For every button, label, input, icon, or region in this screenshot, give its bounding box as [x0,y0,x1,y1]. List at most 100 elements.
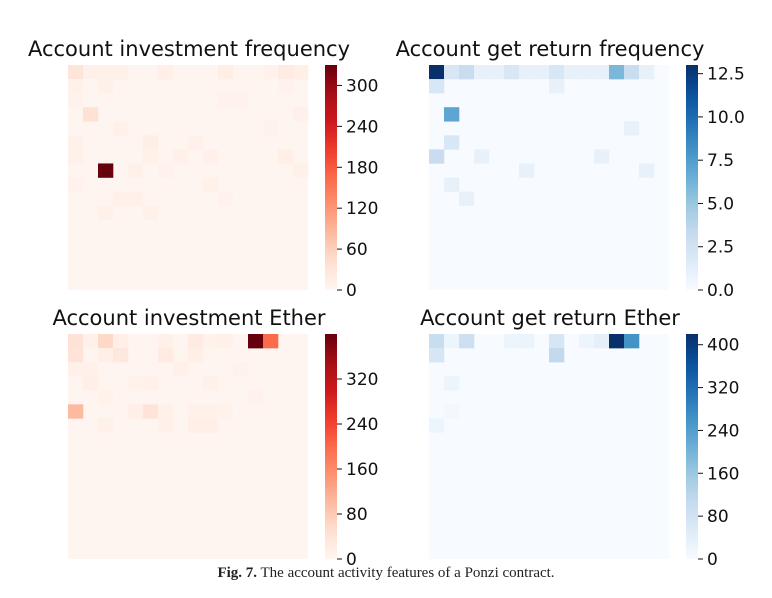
heatmap-cell [594,65,610,80]
heatmap-cell [158,404,174,419]
heatmap-cell [68,177,84,192]
heatmap-cell [579,65,595,80]
heatmap-cell [83,334,99,349]
heatmap-cell [549,348,565,363]
heatmap-cell [429,348,445,363]
colorbar-tick-label: 120 [346,199,378,219]
heatmap-cell [504,334,520,349]
heatmap-cell [188,135,204,150]
heatmap-cell [128,376,144,391]
heatmap-cell [293,65,309,80]
heatmap-cell [639,163,655,178]
heatmap-cell [278,79,294,94]
heatmap-cell [128,191,144,206]
colorbar-tick-label: 160 [346,460,378,480]
heatmap-cell [98,205,114,220]
heatmap-cell [459,334,475,349]
heatmap-cell [143,376,159,391]
panel-investment-ether: Account investment Ether 0 80 160 240 320 [52,306,378,570]
colorbar-tick-label: 80 [346,505,368,525]
panel-title: Account investment Ether [52,306,325,330]
heatmap-cell [248,334,264,349]
heatmap-cell [98,79,114,94]
heatmap-cell [639,65,655,80]
heatmap-cell [218,334,234,349]
heatmap-cell [429,79,445,94]
heatmap-cell [444,107,460,122]
colorbar-tick-label: 160 [707,464,739,484]
heatmap-cell [444,177,460,192]
heatmap-cell [218,65,234,80]
heatmap-cell [68,404,84,419]
colorbar-tick-label: 240 [346,415,378,435]
heatmap-cell [68,149,84,164]
heatmap-cell [68,65,84,80]
colorbar-tick-label: 2.5 [707,238,734,258]
heatmap-cell [173,149,189,164]
heatmap-cell [609,65,625,80]
heatmap-cell [429,418,445,433]
heatmap-cell [519,334,535,349]
colorbar-tick-label: 7.5 [707,151,734,171]
caption-label: Fig. 7. [217,565,258,581]
colorbar-tick-label: 5.0 [707,194,734,214]
heatmap-cell [233,362,249,377]
colorbar-tick-label: 240 [346,117,378,137]
heatmap-cell [489,65,505,80]
heatmap-cell [158,334,174,349]
heatmap-cell [158,163,174,178]
heatmap-cell [188,404,204,419]
heatmap-cell [83,107,99,122]
heatmap-cell [278,149,294,164]
colorbar-tick-label: 12.5 [707,65,745,85]
colorbar-tick-label: 60 [346,240,368,260]
heatmap-cell [263,334,279,349]
heatmap-cell [624,121,640,136]
colorbar [686,65,698,290]
heatmap-cell [143,404,159,419]
heatmap-cell [98,334,114,349]
heatmap-cell [624,334,640,349]
colorbar-tick-label: 320 [346,370,378,390]
heatmap-cell [429,149,445,164]
heatmap-cell [98,163,114,178]
heatmap-cell [534,65,550,80]
heatmap-cell [218,191,234,206]
heatmap-cell [203,149,219,164]
heatmap-cell [624,65,640,80]
heatmap-cell [474,65,490,80]
heatmap-cell [98,65,114,80]
heatmap-cell [188,418,204,433]
colorbar [686,334,698,559]
colorbar-tick-label: 0.0 [707,281,734,301]
heatmap-cell [594,334,610,349]
heatmap-cell [263,65,279,80]
heatmap-cell [519,65,535,80]
heatmap-cell [188,334,204,349]
heatmap-cell [564,65,580,80]
colorbar-tick-label: 0 [707,550,718,570]
colorbar [325,65,337,290]
heatmap-cell [444,135,460,150]
heatmap-cell [113,334,129,349]
colorbar-tick-label: 0 [346,550,357,570]
caption-text: The account activity features of a Ponzi… [260,565,555,581]
heatmap-cell [158,418,174,433]
heatmap-cell [459,65,475,80]
heatmap-cell [293,107,309,122]
heatmap-cell [68,362,84,377]
heatmap-cell [188,348,204,363]
heatmap-cell [474,149,490,164]
heatmap-cell [143,135,159,150]
colorbar-tick-label: 240 [707,421,739,441]
panel-title: Account get return Ether [420,306,680,330]
panel-title: Account investment frequency [28,37,350,61]
heatmap-cell [444,65,460,80]
colorbar-tick-label: 10.0 [707,108,745,128]
heatmap-cell [293,163,309,178]
heatmap-cell [444,334,460,349]
panel-investment-frequency: Account investment frequency 0 60 120 180 24… [28,37,378,301]
heatmap-cell [504,65,520,80]
heatmap-cell [158,65,174,80]
panel-title: Account get return frequency [396,37,705,61]
